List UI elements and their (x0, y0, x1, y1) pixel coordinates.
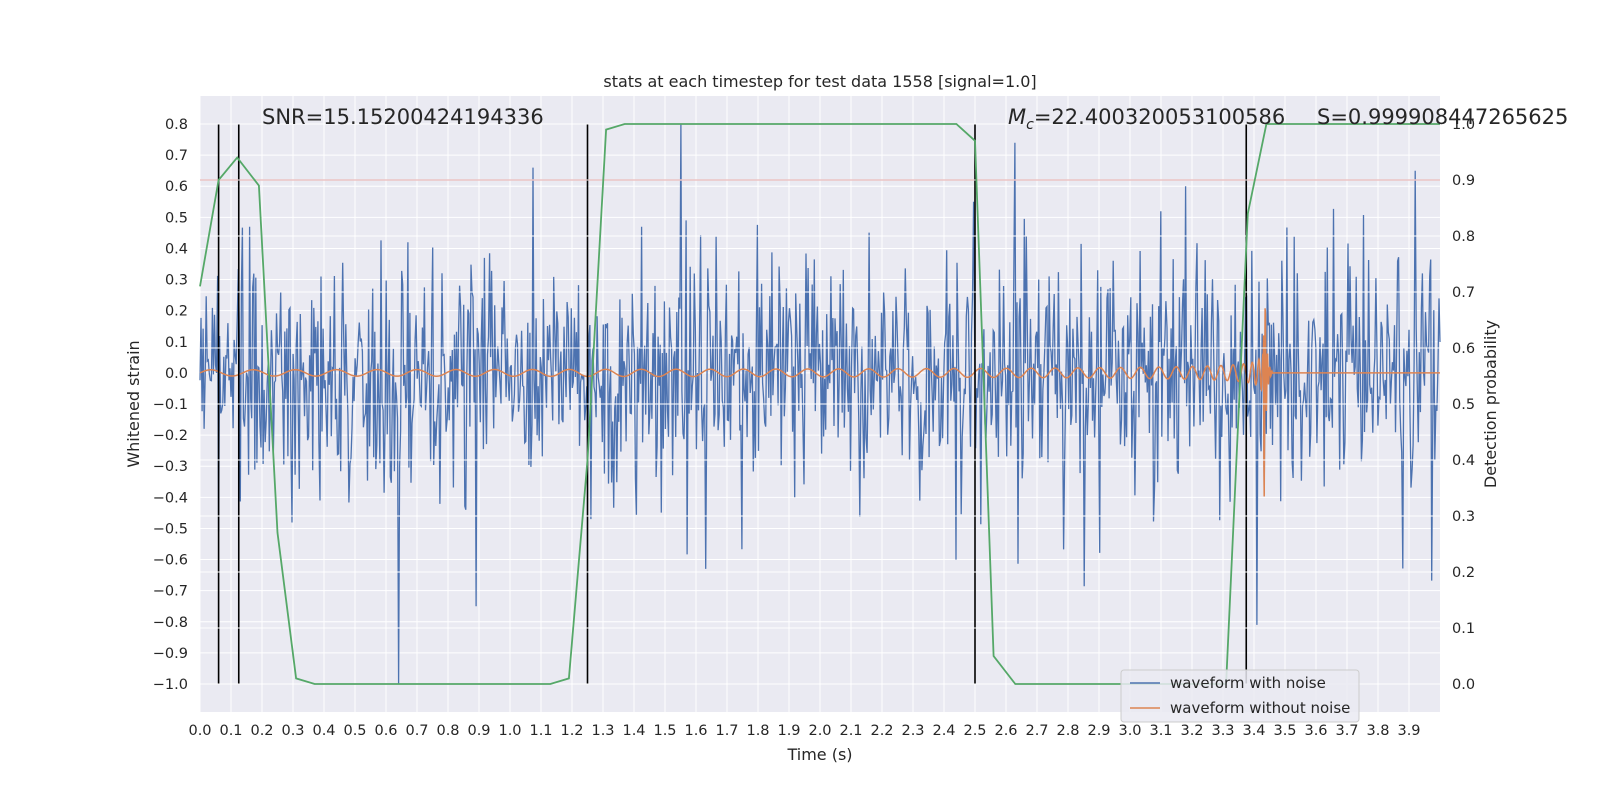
x-tick-label: 1.8 (746, 723, 769, 739)
chirp-mass-annotation: Mc=22.400320053100586 (1008, 105, 1285, 133)
x-tick-label: 0.7 (405, 723, 428, 739)
x-tick-label: 2.4 (932, 723, 955, 739)
y2-tick-label: 0.8 (1452, 229, 1475, 245)
x-tick-label: 3.3 (1211, 723, 1234, 739)
tick-labels: 0.0 0.1 0.2 0.3 0.4 0.5 0.6 0.7 0.8 0.9 1.0 1.1 1.2 1… (153, 117, 1475, 739)
x-tick-label: 2.0 (808, 723, 831, 739)
snr-annotation: SNR=15.15200424194336 (262, 105, 544, 129)
legend-frame (1120, 669, 1360, 723)
x-tick-label: 2.7 (1025, 723, 1048, 739)
x-tick-label: 0.3 (281, 723, 304, 739)
x-tick-label: 3.5 (1273, 723, 1296, 739)
y-tick-label: −1.0 (153, 677, 188, 693)
right-axis-marks (199, 123, 1440, 685)
x-tick-label: 2.9 (1087, 723, 1110, 739)
x-tick-label: 2.5 (963, 723, 986, 739)
y2-tick-label: 0.7 (1452, 285, 1475, 301)
y-tick-label: 0.8 (165, 117, 188, 133)
y2-axis-label: Detection probability (1481, 320, 1500, 488)
x-axis-label: Time (s) (786, 745, 852, 764)
x-tick-label: 0.6 (374, 723, 397, 739)
legend: waveform with noise waveform without noi… (1120, 669, 1360, 723)
x-tick-label: 3.6 (1304, 723, 1327, 739)
chart-title: stats at each timestep for test data 155… (603, 72, 1036, 91)
y-tick-label: 0.5 (165, 210, 188, 226)
x-tick-label: 1.1 (529, 723, 552, 739)
statistic-annotation: S=0.999908447265625 (1317, 105, 1568, 129)
y2-tick-label: 0.1 (1452, 621, 1475, 637)
y-axis-label: Whitened strain (124, 340, 143, 467)
chirp-mass-subscript: c (1026, 117, 1034, 133)
y-tick-label: −0.7 (153, 584, 188, 600)
x-tick-label: 1.2 (560, 723, 583, 739)
y-tick-label: −0.2 (153, 428, 188, 444)
series-waveform-without-noise (199, 308, 1440, 497)
x-tick-label: 3.7 (1335, 723, 1358, 739)
y2-tick-label: 0.6 (1452, 341, 1475, 357)
x-tick-label: 0.8 (436, 723, 459, 739)
x-tick-label: 2.8 (1056, 723, 1079, 739)
x-tick-label: 2.6 (994, 723, 1017, 739)
x-tick-label: 1.6 (684, 723, 707, 739)
y-tick-label: −0.3 (153, 459, 188, 475)
x-tick-label: 1.9 (777, 723, 800, 739)
x-tick-label: 0.5 (343, 723, 366, 739)
x-tick-label: 1.0 (498, 723, 521, 739)
y-tick-label: 0.3 (165, 273, 188, 289)
y2-tick-label: 0.3 (1452, 509, 1475, 525)
x-tick-label: 0.2 (250, 723, 273, 739)
x-tick-label: 0.0 (188, 723, 211, 739)
y-tick-label: 0.6 (165, 179, 188, 195)
x-tick-label: 3.8 (1366, 723, 1389, 739)
x-tick-label: 1.4 (622, 723, 645, 739)
x-tick-label: 0.9 (467, 723, 490, 739)
x-tick-label: 0.4 (312, 723, 335, 739)
x-tick-label: 3.4 (1242, 723, 1265, 739)
x-tick-label: 3.0 (1118, 723, 1141, 739)
y-tick-label: −0.1 (153, 397, 188, 413)
y2-tick-label: 0.4 (1452, 453, 1475, 469)
x-tick-label: 2.1 (839, 723, 862, 739)
x-tick-label: 3.1 (1149, 723, 1172, 739)
y-tick-label: 0.4 (165, 241, 188, 257)
y2-tick-label: 1.0 (1452, 117, 1475, 133)
y-tick-label: −0.5 (153, 521, 188, 537)
x-tick-label: 1.3 (591, 723, 614, 739)
chirp-mass-value: =22.400320053100586 (1034, 105, 1285, 129)
y-tick-label: −0.9 (153, 646, 188, 662)
legend-label-noise: waveform with noise (1170, 674, 1326, 692)
series-waveform-with-noise (199, 123, 1441, 685)
y-tick-label: −0.8 (153, 615, 188, 631)
series-detection-probability (199, 123, 1440, 685)
chirp-mass-symbol: M (1008, 105, 1026, 129)
y-tick-label: 0.7 (165, 148, 188, 164)
legend-label-clean: waveform without noise (1170, 699, 1350, 717)
y2-tick-label: 0.0 (1452, 677, 1475, 693)
x-tick-label: 3.2 (1180, 723, 1203, 739)
x-tick-label: 0.1 (219, 723, 242, 739)
y-tick-label: −0.6 (153, 553, 188, 569)
y-tick-label: 0.1 (165, 335, 188, 351)
x-tick-label: 1.5 (653, 723, 676, 739)
y-tick-label: 0.2 (165, 304, 188, 320)
y2-tick-label: 0.5 (1452, 397, 1475, 413)
x-tick-label: 2.2 (870, 723, 893, 739)
y-tick-label: −0.4 (153, 490, 188, 506)
x-tick-label: 1.7 (715, 723, 738, 739)
y2-tick-label: 0.9 (1452, 173, 1475, 189)
y-tick-label: 0.0 (165, 366, 188, 382)
y2-tick-label: 0.2 (1452, 565, 1475, 581)
x-tick-label: 3.9 (1397, 723, 1420, 739)
x-tick-label: 2.3 (901, 723, 924, 739)
